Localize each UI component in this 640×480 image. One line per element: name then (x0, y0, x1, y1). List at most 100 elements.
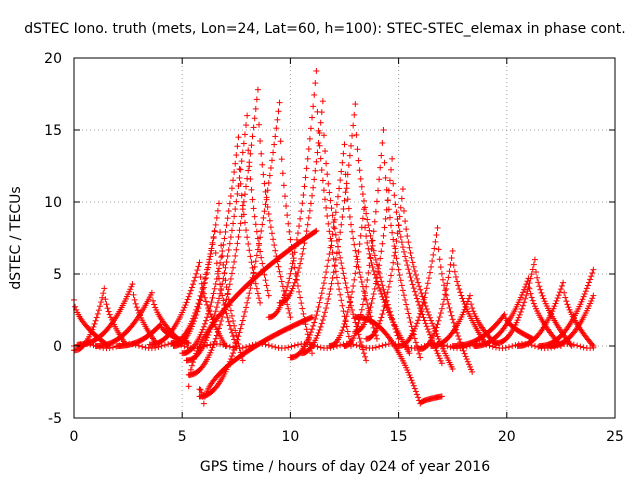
data-point (234, 143, 241, 150)
data-point (312, 228, 319, 235)
data-point (201, 320, 208, 327)
data-point (379, 311, 386, 318)
data-point (469, 368, 476, 375)
data-point (435, 246, 442, 253)
data-point (581, 290, 588, 297)
data-point (309, 350, 316, 357)
data-point (133, 304, 140, 311)
data-point (352, 247, 359, 254)
data-point (326, 251, 333, 258)
data-point (318, 320, 325, 327)
data-point (238, 158, 245, 165)
data-point (217, 290, 224, 297)
data-point (404, 306, 411, 313)
grid-lines (74, 58, 615, 418)
data-point (336, 185, 343, 192)
data-point (225, 286, 232, 293)
data-point (580, 293, 587, 300)
data-point (287, 270, 294, 277)
data-point (103, 301, 110, 308)
data-point (402, 218, 409, 225)
data-point (234, 240, 241, 247)
data-point (320, 280, 327, 287)
data-point (127, 286, 134, 293)
data-point (359, 191, 366, 198)
data-point (185, 383, 192, 390)
data-point (413, 391, 420, 398)
data-point (187, 287, 194, 294)
data-point (365, 269, 372, 276)
data-point (563, 298, 570, 305)
data-point (570, 341, 577, 348)
data-point (253, 228, 260, 235)
data-point (378, 314, 385, 321)
data-point (330, 224, 337, 231)
data-point (384, 289, 391, 296)
data-point (411, 335, 418, 342)
data-point (275, 263, 282, 270)
data-point (550, 305, 557, 312)
data-point (281, 345, 288, 352)
data-point (364, 239, 371, 246)
data-point (341, 197, 348, 204)
data-point (369, 295, 376, 302)
data-point (381, 290, 388, 297)
data-point (521, 299, 528, 306)
data-point (388, 222, 395, 229)
data-point (528, 294, 535, 301)
data-point (377, 317, 384, 324)
data-point (284, 295, 291, 302)
data-point (434, 224, 441, 231)
data-point (307, 200, 314, 207)
data-point (198, 389, 205, 396)
data-point (272, 133, 279, 140)
data-point (209, 241, 216, 248)
data-point (224, 314, 231, 321)
data-point (90, 342, 97, 349)
data-point (299, 250, 306, 257)
data-point (217, 229, 224, 236)
data-point (390, 180, 397, 187)
data-point (518, 305, 525, 312)
data-point (368, 246, 375, 253)
data-point (337, 291, 344, 298)
data-point (213, 332, 220, 339)
data-point (232, 206, 239, 213)
data-point (433, 232, 440, 239)
data-point (553, 297, 560, 304)
data-point (382, 341, 389, 348)
data-point (304, 155, 311, 162)
data-point (375, 268, 382, 275)
data-point (343, 180, 350, 187)
data-point (502, 344, 509, 351)
data-point (283, 287, 290, 294)
data-point (244, 234, 251, 241)
data-point (119, 341, 126, 348)
data-point (360, 350, 367, 357)
data-point (329, 249, 336, 256)
data-point (270, 236, 277, 243)
data-point (447, 344, 454, 351)
data-point (261, 271, 268, 278)
data-point (243, 304, 250, 311)
data-point (319, 317, 326, 324)
data-point (548, 344, 555, 351)
data-point (243, 122, 250, 129)
data-point (291, 342, 298, 349)
data-point (380, 286, 387, 293)
data-point (405, 310, 412, 317)
data-point (314, 308, 321, 315)
data-point (109, 344, 116, 351)
data-point (310, 103, 317, 110)
data-point (378, 290, 385, 297)
data-point (212, 221, 219, 228)
data-point (537, 286, 544, 293)
data-point (302, 174, 309, 181)
data-point (267, 165, 274, 172)
data-point (207, 303, 214, 310)
data-point (371, 285, 378, 292)
data-points (71, 67, 597, 407)
data-point (421, 294, 428, 301)
data-point (492, 344, 499, 351)
data-point (217, 341, 224, 348)
